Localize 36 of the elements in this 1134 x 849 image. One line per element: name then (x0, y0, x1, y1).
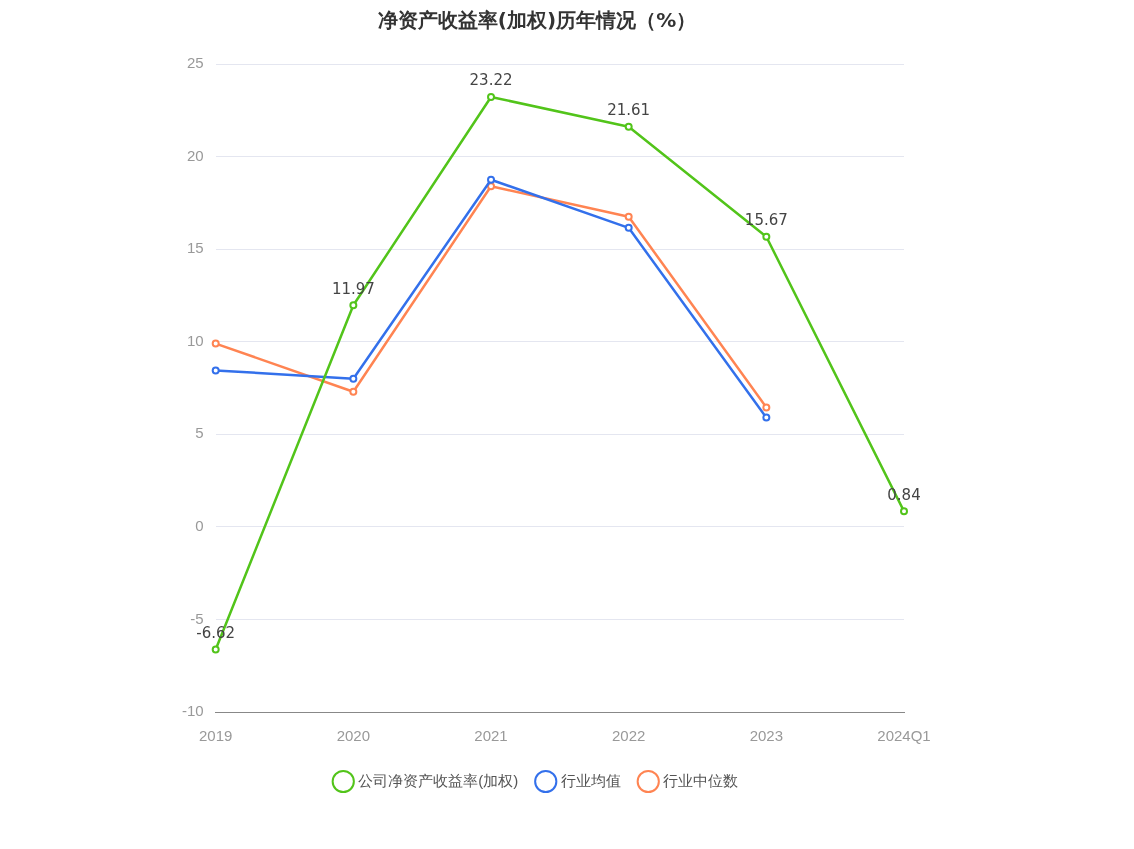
y-tick-label: -10 (181, 702, 204, 720)
point (762, 232, 771, 241)
y-tick-label: 25 (186, 54, 204, 72)
point (487, 92, 496, 101)
x-tick-label: 2022 (611, 727, 646, 745)
y-tick-label: 0 (195, 517, 204, 534)
legend-label: 公司净资产收益率(加权) (358, 771, 519, 789)
point (900, 507, 908, 516)
y-tick-label: 5 (195, 424, 204, 442)
legend-label: 行业中位数 (663, 771, 739, 789)
point (624, 212, 633, 221)
x-tick-label: 2021 (474, 727, 508, 745)
y-tick-label: 20 (186, 146, 204, 164)
point (762, 413, 771, 422)
point (211, 366, 220, 375)
point (762, 403, 771, 412)
chart-title: 净资产收益率(加权)历年情况（%） (377, 8, 697, 33)
point (211, 645, 220, 654)
point (349, 387, 358, 396)
y-tick-label: 10 (186, 331, 204, 349)
legend-label: 行业均值 (560, 771, 621, 789)
data-label: 23.22 (469, 71, 513, 90)
point (487, 175, 496, 184)
y-tick-label: 15 (186, 239, 204, 257)
point (349, 301, 358, 310)
x-tick-label: 2020 (336, 727, 371, 745)
data-label: 21.61 (607, 101, 651, 120)
x-tick-label: 2024Q1 (877, 727, 931, 745)
y-tick-label: -5 (190, 609, 204, 627)
point (211, 339, 220, 348)
point (624, 122, 633, 131)
x-tick-label: 2019 (198, 727, 233, 745)
point (624, 223, 633, 232)
x-tick-label: 2023 (749, 727, 784, 745)
data-label: 15.67 (744, 211, 788, 230)
point (349, 374, 358, 383)
